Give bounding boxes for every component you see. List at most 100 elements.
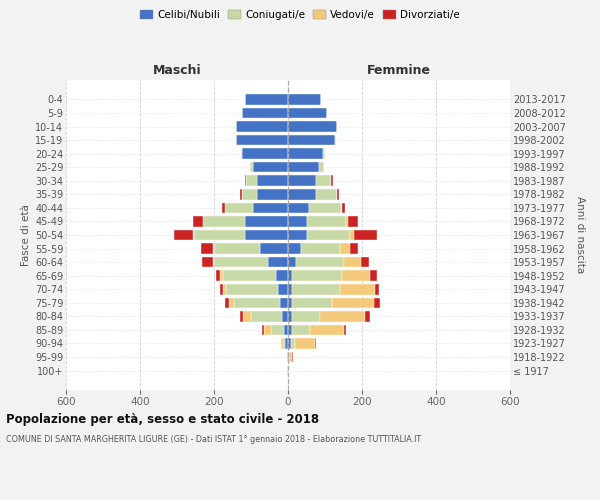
Text: COMUNE DI SANTA MARGHERITA LIGURE (GE) - Dati ISTAT 1° gennaio 2018 - Elaborazio: COMUNE DI SANTA MARGHERITA LIGURE (GE) -… <box>6 435 421 444</box>
Bar <box>288 148 323 159</box>
Bar <box>240 189 242 200</box>
Bar <box>341 202 343 213</box>
Bar <box>202 244 213 254</box>
Bar <box>257 189 288 200</box>
Bar <box>284 324 288 335</box>
Bar <box>288 284 292 294</box>
Bar <box>260 244 288 254</box>
Bar <box>288 311 292 322</box>
Bar <box>245 94 288 104</box>
Bar <box>223 284 226 294</box>
Bar <box>361 257 370 268</box>
Bar <box>288 135 335 145</box>
Bar <box>173 230 193 240</box>
Bar <box>222 202 225 213</box>
Bar <box>287 352 288 362</box>
Bar <box>285 338 288 349</box>
Bar <box>288 324 292 335</box>
Bar <box>343 270 370 281</box>
Bar <box>316 176 331 186</box>
Text: Popolazione per età, sesso e stato civile - 2018: Popolazione per età, sesso e stato civil… <box>6 412 319 426</box>
Bar <box>233 298 280 308</box>
Bar <box>374 298 380 308</box>
Bar <box>202 257 212 268</box>
Bar <box>214 257 268 268</box>
Bar <box>332 298 374 308</box>
Bar <box>291 338 295 349</box>
Bar <box>289 352 292 362</box>
Bar <box>320 311 365 322</box>
Bar <box>236 135 288 145</box>
Bar <box>288 176 316 186</box>
Bar <box>251 311 283 322</box>
Bar <box>343 202 346 213</box>
Bar <box>193 216 203 226</box>
Bar <box>253 162 288 172</box>
Y-axis label: Fasce di età: Fasce di età <box>20 204 31 266</box>
Bar <box>292 298 332 308</box>
Bar <box>288 121 337 132</box>
Bar <box>264 324 271 335</box>
Bar <box>245 230 288 240</box>
Bar <box>281 338 283 349</box>
Bar <box>283 338 285 349</box>
Bar <box>343 324 346 335</box>
Bar <box>288 94 322 104</box>
Bar <box>319 162 324 172</box>
Bar <box>347 216 358 226</box>
Bar <box>241 148 242 159</box>
Bar <box>337 189 338 200</box>
Bar <box>236 121 288 132</box>
Bar <box>288 244 301 254</box>
Bar <box>375 284 379 294</box>
Bar <box>370 270 377 281</box>
Bar <box>257 176 288 186</box>
Bar <box>346 216 347 226</box>
Bar <box>323 148 325 159</box>
Bar <box>292 324 310 335</box>
Y-axis label: Anni di nascita: Anni di nascita <box>575 196 585 274</box>
Bar <box>276 270 288 281</box>
Bar <box>296 257 343 268</box>
Bar <box>307 216 346 226</box>
Bar <box>288 162 319 172</box>
Bar <box>288 298 292 308</box>
Bar <box>288 216 307 226</box>
Bar <box>225 202 253 213</box>
Bar <box>314 338 316 349</box>
Bar <box>203 216 245 226</box>
Bar <box>226 284 278 294</box>
Bar <box>295 338 314 349</box>
Bar <box>288 230 307 240</box>
Bar <box>331 176 333 186</box>
Bar <box>280 298 288 308</box>
Bar <box>220 270 223 281</box>
Bar <box>292 284 340 294</box>
Bar <box>278 284 288 294</box>
Bar <box>288 352 289 362</box>
Bar <box>223 270 276 281</box>
Bar <box>271 324 284 335</box>
Bar <box>243 311 251 322</box>
Bar <box>283 311 288 322</box>
Bar <box>310 324 343 335</box>
Bar <box>220 284 223 294</box>
Bar <box>262 324 264 335</box>
Bar <box>288 257 296 268</box>
Bar <box>301 244 340 254</box>
Bar <box>194 230 245 240</box>
Bar <box>288 202 310 213</box>
Bar <box>292 311 320 322</box>
Bar <box>242 189 257 200</box>
Bar <box>245 176 246 186</box>
Bar <box>216 270 220 281</box>
Bar <box>253 202 288 213</box>
Bar <box>193 230 194 240</box>
Bar <box>287 366 288 376</box>
Bar <box>229 298 233 308</box>
Legend: Celibi/Nubili, Coniugati/e, Vedovi/e, Divorziati/e: Celibi/Nubili, Coniugati/e, Vedovi/e, Di… <box>136 6 464 25</box>
Bar <box>212 257 214 268</box>
Bar <box>245 216 288 226</box>
Text: Femmine: Femmine <box>367 64 431 78</box>
Bar <box>350 244 358 254</box>
